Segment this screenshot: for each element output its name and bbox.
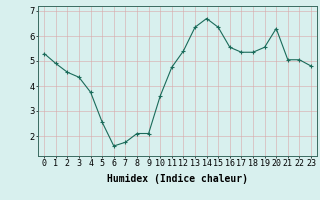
X-axis label: Humidex (Indice chaleur): Humidex (Indice chaleur) xyxy=(107,174,248,184)
